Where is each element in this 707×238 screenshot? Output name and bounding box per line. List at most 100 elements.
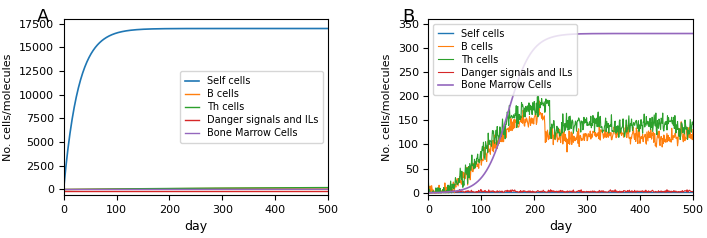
Danger signals and ILs — [595, 189, 604, 192]
Danger signals and ILs — [501, 189, 510, 192]
B cells — [491, 134, 499, 136]
X-axis label: day: day — [549, 220, 572, 233]
Th cells — [125, 187, 134, 190]
Danger signals and ILs — [59, 190, 68, 193]
Bone Marrow Cells — [59, 188, 68, 191]
Th cells — [689, 123, 697, 126]
B cells — [501, 136, 510, 139]
Bone Marrow Cells — [136, 188, 144, 191]
Line: B cells: B cells — [428, 101, 693, 193]
Bone Marrow Cells — [324, 188, 332, 191]
Th cells — [521, 115, 530, 118]
Th cells — [595, 115, 604, 118]
Line: Th cells: Th cells — [428, 97, 693, 193]
Danger signals and ILs — [156, 190, 164, 193]
Danger signals and ILs — [521, 190, 530, 193]
Danger signals and ILs — [233, 190, 241, 193]
Self cells — [595, 190, 603, 193]
Th cells — [501, 123, 510, 125]
B cells — [230, 187, 238, 190]
Danger signals and ILs — [598, 190, 607, 193]
Self cells — [136, 28, 144, 31]
Danger signals and ILs — [643, 191, 652, 193]
Th cells — [599, 129, 607, 132]
B cells — [425, 191, 433, 194]
Line: Bone Marrow Cells: Bone Marrow Cells — [428, 34, 693, 193]
Bone Marrow Cells — [689, 32, 697, 35]
B cells — [136, 187, 144, 190]
Th cells — [644, 122, 653, 125]
Th cells — [534, 95, 543, 98]
Danger signals and ILs — [491, 190, 499, 193]
Bone Marrow Cells — [233, 188, 241, 191]
Self cells — [597, 190, 606, 193]
B cells — [644, 129, 653, 132]
Text: A: A — [37, 9, 49, 26]
Self cells — [643, 190, 652, 193]
Bone Marrow Cells — [597, 32, 606, 35]
Danger signals and ILs — [424, 191, 433, 194]
Danger signals and ILs — [689, 190, 697, 193]
Line: Self cells: Self cells — [64, 29, 328, 189]
B cells — [689, 128, 697, 131]
Bone Marrow Cells — [156, 188, 164, 191]
Self cells — [279, 27, 287, 30]
B cells — [59, 188, 68, 191]
Th cells — [324, 186, 332, 189]
Legend: Self cells, B cells, Th cells, Danger signals and ILs, Bone Marrow Cells: Self cells, B cells, Th cells, Danger si… — [433, 24, 577, 95]
Th cells — [156, 187, 164, 190]
Self cells — [689, 190, 697, 193]
Self cells — [501, 190, 509, 193]
Self cells — [233, 27, 241, 30]
Bone Marrow Cells — [279, 188, 287, 191]
B cells — [534, 99, 543, 102]
Self cells — [490, 190, 498, 193]
Self cells — [520, 190, 529, 193]
Line: B cells: B cells — [64, 188, 328, 189]
B cells — [125, 188, 134, 190]
Self cells — [230, 27, 238, 30]
Bone Marrow Cells — [643, 32, 652, 35]
Th cells — [136, 187, 144, 190]
Text: B: B — [402, 9, 414, 26]
Danger signals and ILs — [125, 190, 134, 193]
Th cells — [59, 188, 68, 191]
Self cells — [59, 188, 68, 191]
B cells — [424, 189, 433, 192]
Th cells — [491, 142, 499, 145]
Danger signals and ILs — [279, 190, 287, 193]
Line: Danger signals and ILs: Danger signals and ILs — [428, 189, 693, 193]
Danger signals and ILs — [230, 190, 238, 193]
B cells — [599, 133, 607, 136]
B cells — [595, 138, 604, 141]
Bone Marrow Cells — [490, 154, 498, 157]
Bone Marrow Cells — [501, 121, 509, 124]
Bone Marrow Cells — [595, 32, 603, 35]
Legend: Self cells, B cells, Th cells, Danger signals and ILs, Bone Marrow Cells: Self cells, B cells, Th cells, Danger si… — [180, 71, 323, 143]
B cells — [233, 187, 241, 190]
Self cells — [156, 27, 164, 30]
Bone Marrow Cells — [230, 188, 238, 191]
Bone Marrow Cells — [520, 63, 529, 65]
Danger signals and ILs — [324, 190, 332, 193]
Th cells — [279, 186, 287, 189]
Self cells — [125, 29, 134, 32]
Th cells — [233, 187, 241, 189]
X-axis label: day: day — [185, 220, 207, 233]
Th cells — [425, 191, 433, 194]
Danger signals and ILs — [136, 190, 144, 193]
Th cells — [230, 187, 238, 189]
Bone Marrow Cells — [125, 188, 134, 191]
Self cells — [424, 190, 433, 193]
Self cells — [324, 27, 332, 30]
Y-axis label: No. cells/molecules: No. cells/molecules — [4, 53, 13, 161]
Line: Th cells: Th cells — [64, 188, 328, 189]
Bone Marrow Cells — [424, 191, 433, 194]
Y-axis label: No. cells/molecules: No. cells/molecules — [382, 53, 392, 161]
B cells — [279, 187, 287, 189]
B cells — [324, 187, 332, 189]
B cells — [521, 118, 530, 121]
Th cells — [424, 181, 433, 184]
Danger signals and ILs — [477, 188, 485, 191]
B cells — [156, 187, 164, 190]
